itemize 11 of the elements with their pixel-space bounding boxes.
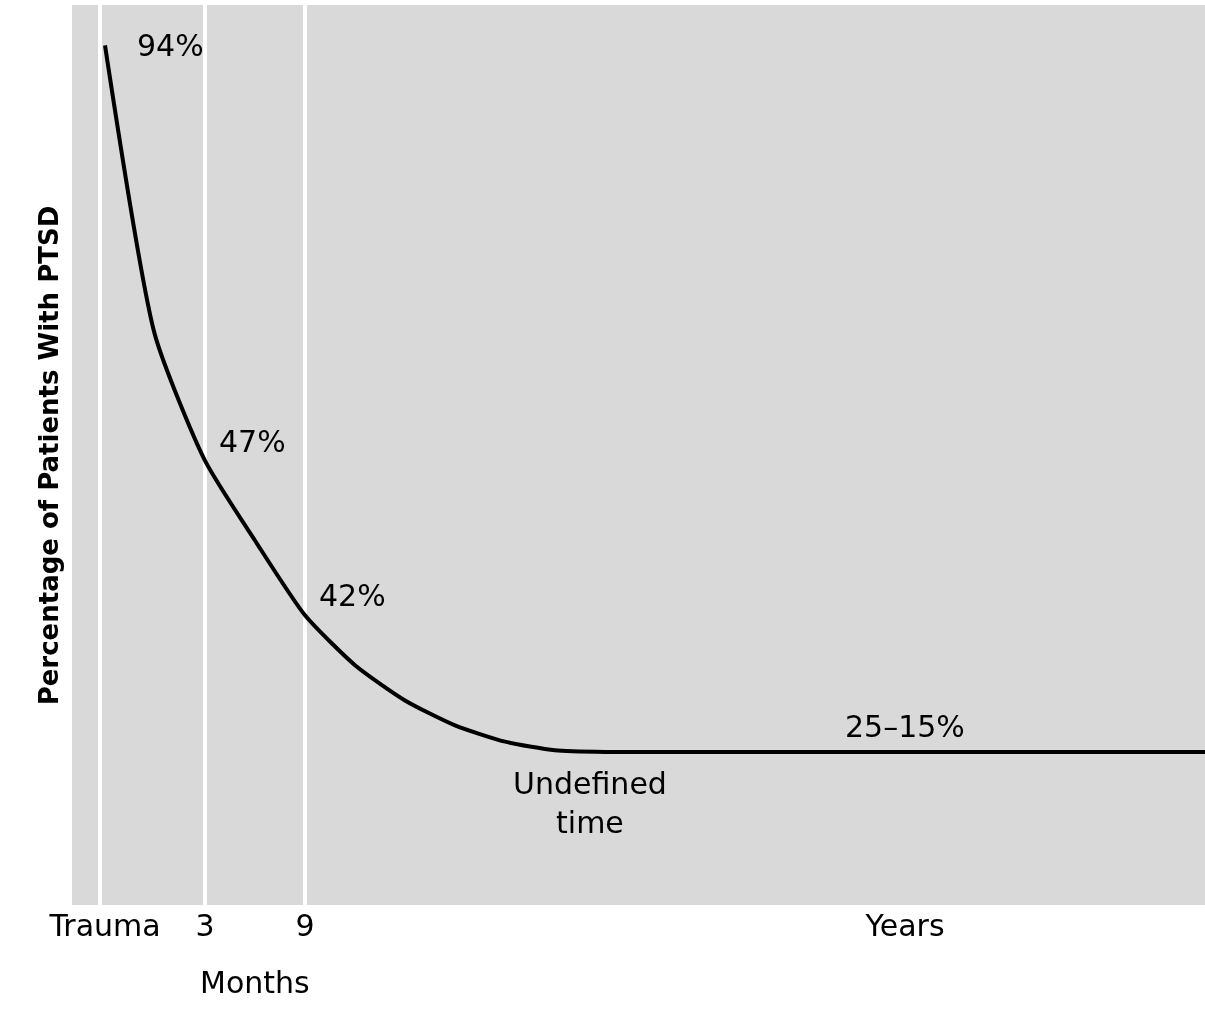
x-tick-label: 9 xyxy=(295,908,315,943)
annotation: 94% xyxy=(137,28,204,63)
annotation: 47% xyxy=(219,424,286,459)
y-axis-title: Percentage of Patients With PTSD xyxy=(34,205,65,706)
x-tick-label: 3 xyxy=(195,908,215,943)
annotation: 25–15% xyxy=(845,709,965,744)
x-tick-label: Trauma xyxy=(48,908,161,943)
annotation: Undefined time xyxy=(513,766,667,840)
x-tick-label: Years xyxy=(864,908,945,943)
annotation: 42% xyxy=(319,578,386,613)
text: Months xyxy=(200,965,310,1000)
